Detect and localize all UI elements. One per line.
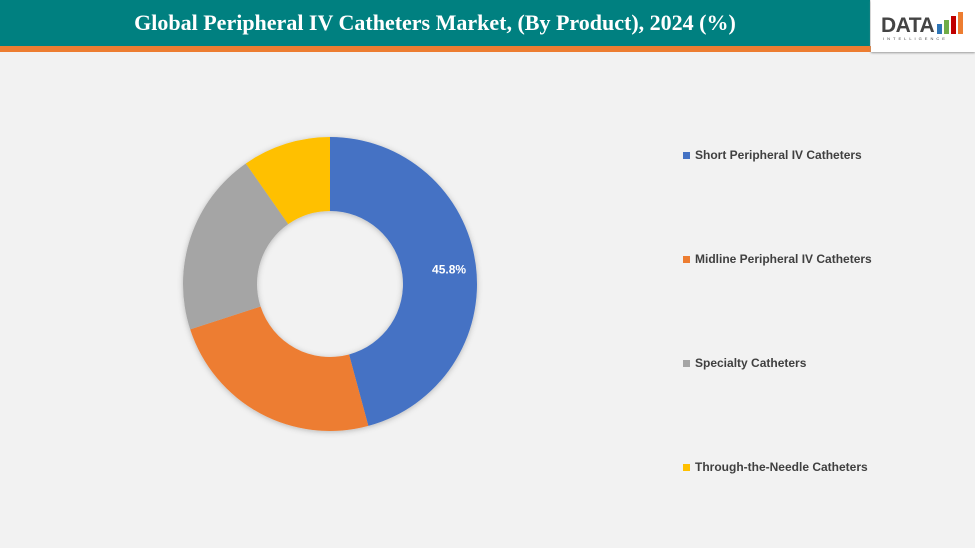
- legend-item: Midline Peripheral IV Catheters: [683, 252, 872, 266]
- legend-item: Through-the-Needle Catheters: [683, 460, 868, 474]
- logo-subtext: INTELLIGENCE: [883, 36, 948, 41]
- legend-label: Specialty Catheters: [695, 356, 807, 370]
- chart-title: Global Peripheral IV Catheters Market, (…: [134, 10, 736, 35]
- logo-text: DATA: [881, 14, 935, 37]
- chart-title-banner: Global Peripheral IV Catheters Market, (…: [0, 0, 870, 46]
- logo-bars-icon: [937, 12, 963, 34]
- accent-bar: [0, 46, 975, 52]
- data-intelligence-logo: DATA INTELLIGENCE: [871, 0, 975, 52]
- donut-slice-3: [182, 163, 289, 330]
- donut-slice-1: [330, 137, 477, 426]
- legend-swatch: [683, 463, 690, 471]
- legend-label: Midline Peripheral IV Catheters: [695, 252, 872, 266]
- legend-label: Short Peripheral IV Catheters: [695, 148, 862, 162]
- donut-chart: 45.8%: [182, 137, 477, 431]
- legend-item: Specialty Catheters: [683, 356, 806, 370]
- legend-swatch: [683, 151, 690, 159]
- legend-item: Short Peripheral IV Catheters: [683, 148, 862, 162]
- legend-label: Through-the-Needle Catheters: [695, 460, 868, 474]
- donut-slice-4: [245, 137, 330, 225]
- legend-swatch: [683, 359, 690, 367]
- data-label: 45.8%: [432, 263, 466, 277]
- donut-slice-2: [190, 306, 369, 431]
- legend-swatch: [683, 255, 690, 263]
